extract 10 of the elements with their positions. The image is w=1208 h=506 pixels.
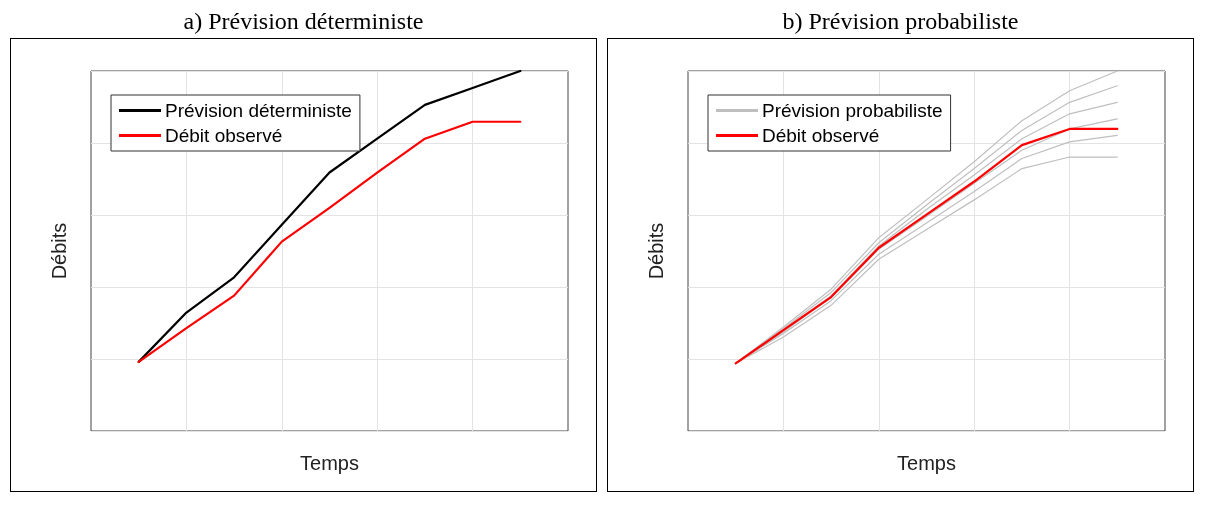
x-axis-title: Temps [897,452,956,474]
legend-label: Prévision probabiliste [762,100,943,121]
chart-title: a) Prévision déterministe [182,7,425,36]
chart-title: b) Prévision probabiliste [781,7,1020,36]
legend-label: Prévision déterministe [165,100,352,121]
x-axis-title: Temps [300,452,359,474]
y-axis-title: Débits [645,222,667,280]
legend-label: Débit observé [762,125,880,146]
y-axis-title: Débits [48,222,70,280]
legend-label: Débit observé [165,125,283,146]
